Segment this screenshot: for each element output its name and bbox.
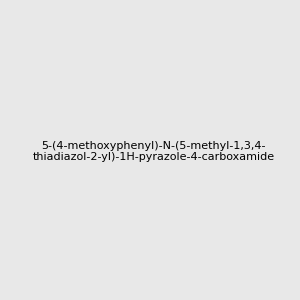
Text: 5-(4-methoxyphenyl)-N-(5-methyl-1,3,4-
thiadiazol-2-yl)-1H-pyrazole-4-carboxamid: 5-(4-methoxyphenyl)-N-(5-methyl-1,3,4- t… bbox=[33, 141, 275, 162]
